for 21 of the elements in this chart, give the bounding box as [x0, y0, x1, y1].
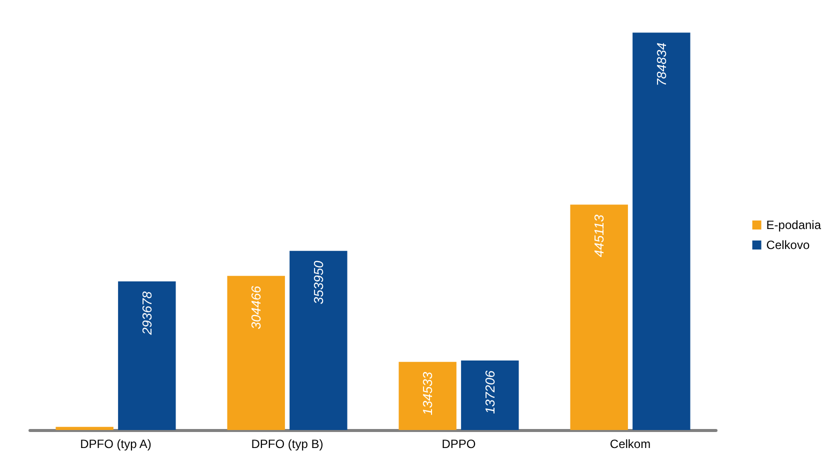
data-label: 137206 — [482, 370, 498, 414]
bar — [461, 360, 519, 430]
x-tick-label: DPFO (typ B) — [251, 437, 324, 451]
bar — [56, 426, 114, 430]
legend-label: Celkovo — [766, 238, 810, 252]
legend-label: E-podania — [766, 218, 822, 232]
x-tick-label: Celkom — [610, 437, 651, 451]
x-tick-label: DPFO (typ A) — [80, 437, 152, 451]
data-label: 134533 — [420, 371, 436, 416]
bar — [632, 32, 690, 430]
data-label: 293678 — [139, 290, 154, 336]
x-tick-label: DPPO — [442, 437, 476, 451]
bar — [290, 250, 348, 430]
bar — [570, 204, 628, 430]
data-label: 445113 — [592, 214, 607, 258]
data-label: 304466 — [248, 285, 264, 330]
data-label: 353950 — [310, 260, 326, 304]
bar — [118, 281, 176, 430]
bar — [398, 362, 456, 430]
bar — [227, 276, 285, 430]
data-label: 784834 — [654, 42, 669, 86]
